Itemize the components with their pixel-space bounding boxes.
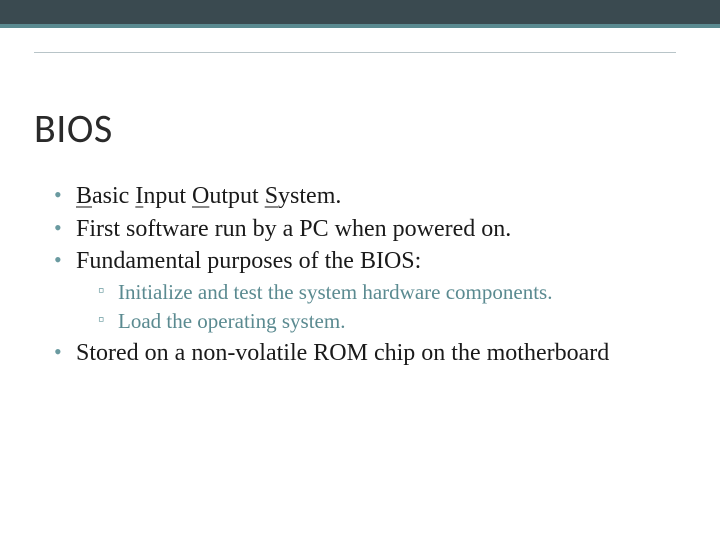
sub-bullet-text: Load the operating system. [118, 309, 345, 333]
text-segment: O [192, 183, 209, 209]
text-segment: ystem. [278, 183, 341, 209]
text-segment: utput [209, 183, 264, 209]
text-segment: B [76, 183, 92, 209]
sub-bullet-item: Initialize and test the system hardware … [98, 279, 676, 307]
bullet-item: Basic Input Output System. [54, 181, 676, 212]
header-band-dark [0, 0, 720, 24]
slide-title: BIOS [34, 104, 676, 153]
bullet-text: Fundamental purposes of the BIOS: [76, 248, 421, 274]
bullet-item: Fundamental purposes of the BIOS: Initial… [54, 246, 676, 335]
bullet-item: First software run by a PC when powered … [54, 214, 676, 245]
sub-bullet-item: Load the operating system. [98, 308, 676, 336]
header-band-accent [426, 24, 676, 40]
text-segment: nput [143, 183, 192, 209]
header-band [0, 0, 720, 36]
bullet-text: First software run by a PC when powered … [76, 216, 511, 242]
slide-content: BIOS Basic Input Output System. First sof… [34, 104, 676, 370]
text-segment: S [265, 183, 278, 209]
sub-bullet-list: Initialize and test the system hardware … [76, 279, 676, 335]
text-segment: asic [92, 183, 135, 209]
horizontal-rule [34, 52, 676, 53]
bullet-text: Stored on a non-volatile ROM chip on the… [76, 340, 609, 366]
bullet-item: Stored on a non-volatile ROM chip on the… [54, 338, 676, 369]
sub-bullet-text: Initialize and test the system hardware … [118, 280, 552, 304]
bullet-list: Basic Input Output System. First software… [34, 181, 676, 368]
